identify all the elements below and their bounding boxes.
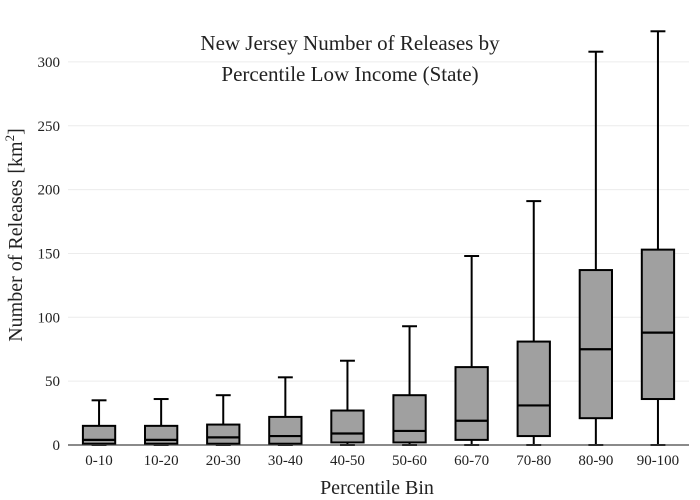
- box-iqr: [454, 366, 489, 441]
- chart-title-line-2: Percentile Low Income (State): [221, 62, 478, 86]
- x-tick-label: 80-90: [578, 453, 613, 469]
- y-tick-label: 50: [45, 374, 60, 390]
- x-tick-label: 50-60: [392, 453, 427, 469]
- x-tick-label: 40-50: [330, 453, 365, 469]
- y-axis-title-unit: [km: [5, 141, 27, 174]
- box-80-90: [578, 50, 613, 446]
- y-tick-label: 250: [38, 119, 61, 135]
- box-iqr: [516, 340, 551, 438]
- y-tick-label: 200: [38, 183, 61, 199]
- box-30-40: [268, 376, 303, 446]
- x-tick-label: 90-100: [637, 453, 680, 469]
- y-axis-title: Number of Releases [km2]: [2, 128, 27, 342]
- box-60-70: [454, 255, 489, 446]
- x-tick-label: 30-40: [268, 453, 303, 469]
- box-iqr: [392, 394, 427, 444]
- box-iqr: [144, 424, 179, 445]
- box-iqr: [206, 423, 241, 445]
- chart-title-line-1: New Jersey Number of Releases by: [200, 31, 500, 55]
- y-tick-label: 300: [38, 55, 61, 71]
- y-tick-label: 100: [38, 310, 61, 326]
- box-20-30: [206, 394, 241, 446]
- box-iqr: [640, 248, 676, 401]
- x-tick-label: 70-80: [516, 453, 551, 469]
- y-axis-title-unit-close: ]: [5, 128, 27, 135]
- y-tick-label: 0: [53, 438, 61, 454]
- x-tick-label: 10-20: [144, 453, 179, 469]
- y-tick-labels: 0 50 100 150 200 250 300: [38, 55, 61, 454]
- box-iqr: [578, 269, 613, 420]
- box-50-60: [392, 325, 427, 446]
- y-tick-label: 150: [38, 246, 61, 262]
- box-90-100: [640, 30, 676, 446]
- x-tick-label: 0-10: [85, 453, 113, 469]
- box-40-50: [330, 359, 365, 446]
- x-tick-labels: 0-10 10-20 20-30 30-40 40-50 50-60 60-70 70-80 8…: [85, 453, 679, 469]
- x-tick-label: 20-30: [206, 453, 241, 469]
- box-10-20: [144, 398, 179, 446]
- y-axis-title-main: Number of Releases: [5, 179, 27, 341]
- y-axis-title-unit-superscript: 2: [2, 135, 17, 142]
- box-iqr: [330, 409, 365, 444]
- box-70-80: [516, 200, 551, 446]
- box-iqr: [81, 424, 117, 445]
- box-iqr: [268, 415, 303, 445]
- box-0-10: [81, 399, 117, 446]
- x-tick-label: 60-70: [454, 453, 489, 469]
- x-axis-title: Percentile Bin: [320, 477, 434, 499]
- box-layer: [81, 30, 676, 446]
